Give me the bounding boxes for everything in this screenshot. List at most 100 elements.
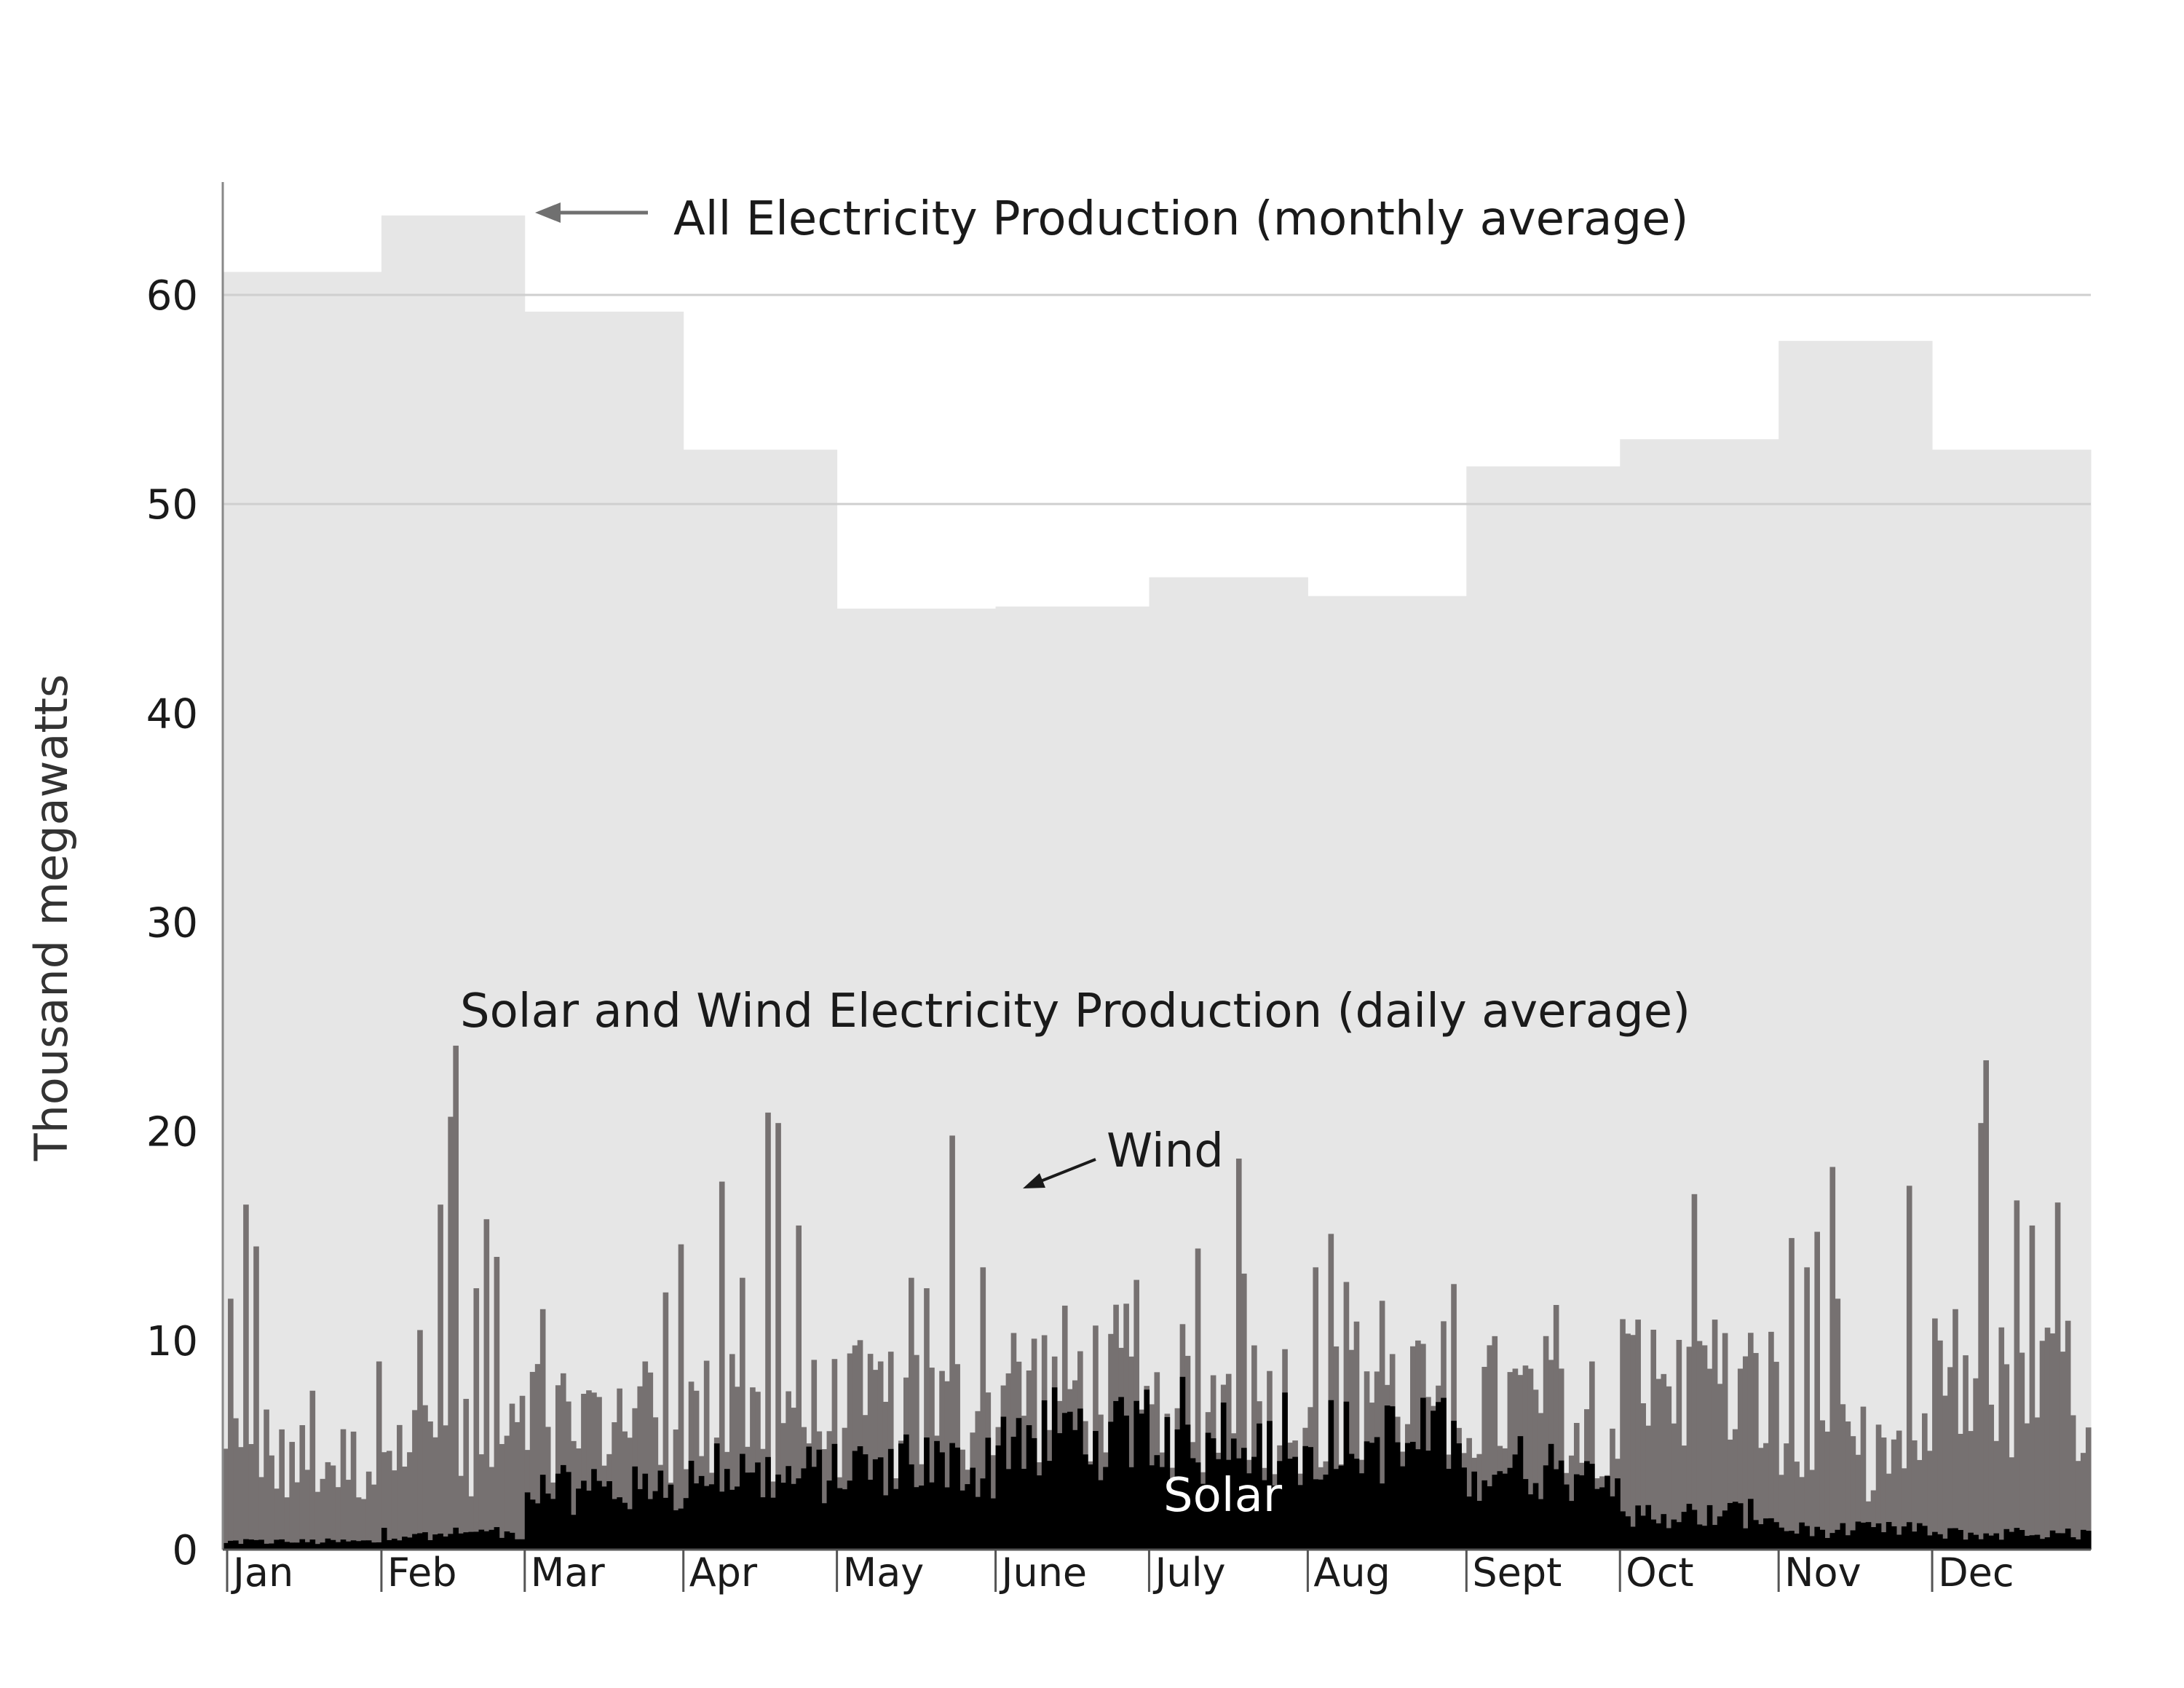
solar-bar bbox=[1128, 1467, 1134, 1550]
wind-bar bbox=[1983, 1060, 1989, 1550]
solar-bar bbox=[586, 1490, 592, 1550]
wind-bar bbox=[228, 1298, 234, 1550]
wind-bar bbox=[238, 1447, 244, 1550]
wind-bar bbox=[1379, 1301, 1385, 1550]
wind-bar bbox=[1809, 1470, 1815, 1550]
wind-bar bbox=[1963, 1355, 1969, 1550]
solar-bar bbox=[708, 1484, 715, 1550]
solar-bar bbox=[1149, 1465, 1155, 1550]
wind-bar bbox=[1691, 1194, 1698, 1550]
solar-bar bbox=[1195, 1462, 1201, 1550]
wind-bar bbox=[662, 1292, 669, 1550]
wind-bar bbox=[1415, 1340, 1421, 1550]
month-label-may: May bbox=[843, 1550, 925, 1596]
solar-bar bbox=[381, 1528, 387, 1550]
wind-bar bbox=[1522, 1365, 1529, 1550]
solar-bar bbox=[2044, 1537, 2051, 1550]
solar-bar bbox=[2009, 1531, 2015, 1550]
wind-bar bbox=[1804, 1267, 1810, 1550]
solar-bar bbox=[1517, 1436, 1524, 1550]
y-tick-60: 60 bbox=[146, 272, 198, 320]
wind-bar bbox=[1937, 1340, 1943, 1550]
wind-bar bbox=[980, 1267, 986, 1550]
wind-bar bbox=[2060, 1352, 2066, 1550]
wind-bar bbox=[673, 1429, 679, 1550]
wind-bar bbox=[735, 1387, 740, 1550]
solar-bar bbox=[555, 1473, 561, 1550]
solar-bar bbox=[1093, 1431, 1099, 1550]
solar-bar bbox=[1225, 1459, 1232, 1550]
solar-bar bbox=[1431, 1411, 1436, 1550]
wind-bar bbox=[402, 1466, 408, 1550]
solar-bar bbox=[1988, 1535, 1995, 1550]
solar-bar bbox=[1880, 1532, 1887, 1550]
solar-bar bbox=[1824, 1537, 1831, 1550]
solar-bar bbox=[1958, 1530, 1963, 1550]
solar-bar bbox=[1691, 1510, 1698, 1550]
solar-bar bbox=[2080, 1529, 2086, 1550]
wind-bar bbox=[1655, 1379, 1662, 1550]
solar-bar bbox=[1113, 1400, 1119, 1550]
solar-bar bbox=[1313, 1479, 1319, 1550]
solar-bar bbox=[1661, 1514, 1667, 1550]
solar-bar bbox=[877, 1457, 884, 1550]
wind-bar bbox=[243, 1204, 249, 1550]
solar-bar bbox=[1338, 1465, 1345, 1550]
solar-bar bbox=[345, 1541, 352, 1550]
wind-bar bbox=[1932, 1318, 1938, 1550]
wind-bar bbox=[519, 1395, 526, 1550]
solar-bar bbox=[995, 1445, 1002, 1550]
solar-bar bbox=[1282, 1392, 1288, 1550]
wind-bar bbox=[2003, 1364, 2010, 1550]
solar-bar bbox=[402, 1537, 408, 1550]
solar-bar bbox=[355, 1541, 362, 1550]
solar-bar bbox=[760, 1497, 766, 1550]
solar-bar bbox=[1594, 1488, 1600, 1550]
solar-bar bbox=[960, 1490, 965, 1550]
solar-bar bbox=[320, 1542, 326, 1550]
wind-bar bbox=[248, 1444, 254, 1550]
solar-bar bbox=[1098, 1480, 1104, 1550]
solar-bar bbox=[458, 1533, 464, 1550]
solar-bar bbox=[652, 1491, 659, 1550]
solar-bar bbox=[1865, 1522, 1872, 1550]
solar-bar bbox=[2060, 1533, 2066, 1550]
solar-bar bbox=[233, 1540, 239, 1550]
solar-bar bbox=[1814, 1526, 1821, 1550]
wind-bar bbox=[571, 1440, 577, 1550]
wind-bar bbox=[1727, 1439, 1733, 1550]
solar-bar bbox=[954, 1447, 960, 1550]
solar-bar bbox=[1164, 1416, 1171, 1550]
wind-bar bbox=[1235, 1158, 1242, 1550]
wind-bar bbox=[1195, 1248, 1201, 1550]
wind-bar bbox=[1773, 1362, 1779, 1550]
all-production-bar-mar bbox=[524, 311, 684, 1550]
solar-bar bbox=[1235, 1458, 1242, 1550]
solar-bar bbox=[243, 1539, 249, 1550]
month-label-oct: Oct bbox=[1626, 1550, 1693, 1596]
solar-bar bbox=[330, 1539, 336, 1550]
solar-bar bbox=[2034, 1534, 2041, 1550]
wind-bar bbox=[1870, 1490, 1877, 1550]
solar-bar bbox=[867, 1480, 874, 1550]
wind-bar bbox=[534, 1364, 541, 1550]
wind-bar bbox=[1927, 1451, 1933, 1550]
wind-bar bbox=[1251, 1345, 1257, 1550]
solar-bar bbox=[2024, 1536, 2030, 1550]
wind-bar bbox=[1645, 1425, 1652, 1550]
solar-bar bbox=[693, 1483, 700, 1550]
wind-bar bbox=[1487, 1345, 1493, 1550]
wind-bar bbox=[355, 1497, 362, 1550]
solar-bar bbox=[1415, 1449, 1421, 1550]
wind-bar bbox=[1676, 1339, 1682, 1550]
solar-bar bbox=[2003, 1529, 2010, 1550]
solar-bar bbox=[1615, 1478, 1621, 1550]
wind-bar bbox=[345, 1480, 352, 1550]
solar-bar bbox=[1466, 1496, 1472, 1550]
solar-bar bbox=[1543, 1465, 1549, 1550]
wind-bar bbox=[529, 1371, 536, 1550]
wind-bar bbox=[852, 1345, 858, 1550]
wind-bar bbox=[1353, 1321, 1360, 1550]
y-axis-label: Thousand megawatts bbox=[25, 674, 78, 1162]
